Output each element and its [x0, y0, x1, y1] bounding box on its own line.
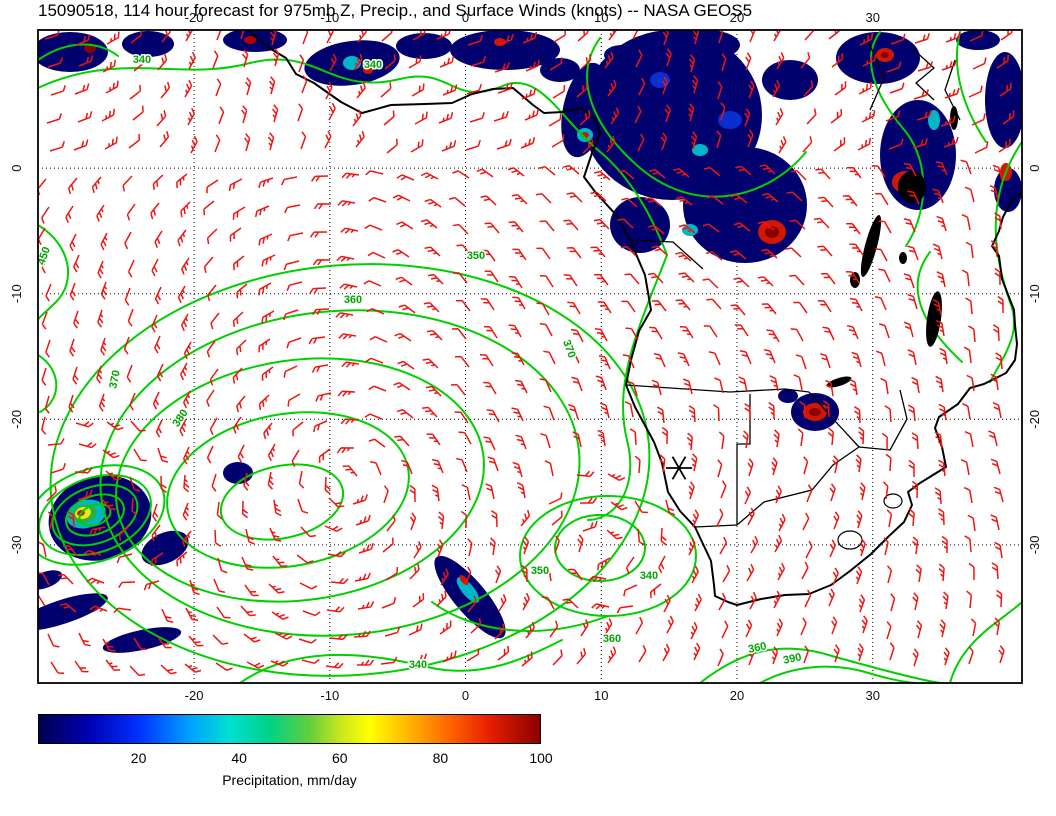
- country-border: [629, 239, 704, 270]
- contour-label: 360: [747, 640, 767, 656]
- contour-label: 350: [531, 565, 549, 577]
- location-marker: [666, 456, 692, 480]
- contour-label: 370: [560, 338, 578, 359]
- axis-tick-label: -20: [1027, 410, 1042, 429]
- axis-tick-label: 10: [594, 10, 608, 25]
- axis-tick-label: -20: [185, 688, 204, 703]
- axis-tick-label: 0: [9, 165, 24, 172]
- contour-label: 360: [603, 633, 621, 645]
- country-border: [694, 524, 738, 528]
- axis-tick-label: -30: [1027, 535, 1042, 554]
- colorbar-gradient: [38, 714, 541, 744]
- coastlines-and-borders: [247, 30, 1022, 606]
- precipitation-shading: [38, 30, 1022, 653]
- map-frame: [37, 29, 1023, 684]
- height-contours: [38, 31, 1022, 683]
- colorbar-tick-label: 80: [432, 750, 449, 766]
- axis-tick-label: 20: [730, 10, 744, 25]
- country-border: [736, 394, 751, 525]
- axis-tick-label: 0: [462, 688, 469, 703]
- contour-label: 340: [133, 54, 151, 66]
- country-border: [858, 389, 908, 451]
- country-border: [865, 35, 885, 111]
- axis-tick-label: -30: [9, 535, 24, 554]
- country-border: [736, 446, 860, 526]
- chart-title: 15090518, 114 hour forecast for 975mb Z,…: [38, 1, 753, 20]
- lake: [850, 272, 860, 288]
- contour-label: 360: [344, 294, 362, 306]
- axis-tick-label: 20: [730, 688, 744, 703]
- lake: [826, 376, 852, 388]
- axis-tick-label: 30: [865, 10, 879, 25]
- lake: [898, 171, 926, 203]
- axis-labels: -20 -20 -10 -10 0 0 10 10 20 20 30 30 0 0 -10 -10 -20 -20…: [9, 10, 1042, 703]
- contour-label: 380: [170, 407, 190, 429]
- coastline: [247, 30, 1022, 606]
- contour-label: 340: [409, 659, 427, 671]
- contour-label: 340: [640, 570, 658, 582]
- colorbar-label: Precipitation, mm/day: [222, 772, 357, 788]
- lake: [926, 291, 942, 347]
- country-border: [625, 384, 810, 393]
- country-border: [808, 391, 860, 448]
- axis-tick-label: 0: [462, 10, 469, 25]
- contour-label: 350: [467, 250, 485, 262]
- colorbar-tick-label: 100: [529, 750, 553, 766]
- axis-tick-label: -10: [9, 284, 24, 303]
- colorbar-tick-label: 60: [332, 750, 348, 766]
- axis-tick-label: -20: [185, 10, 204, 25]
- axis-tick-label: -20: [9, 410, 24, 429]
- colorbar-tick-label: 40: [231, 750, 247, 766]
- axis-tick-label: 10: [594, 688, 608, 703]
- contour-label: 390: [782, 651, 802, 667]
- colorbar-tick-label: 20: [130, 750, 147, 766]
- wind-barbs: [38, 30, 1015, 677]
- contour-label: 340: [364, 59, 382, 71]
- contour-label: 370: [107, 369, 123, 389]
- lake: [899, 252, 907, 264]
- axis-tick-label: -10: [320, 10, 339, 25]
- axis-tick-label: -10: [320, 688, 339, 703]
- lake: [860, 215, 882, 277]
- axis-tick-label: 0: [1027, 165, 1042, 172]
- colorbar: 20 40 60 80 100 Precipitation, mm/day: [0, 714, 1056, 814]
- country-border: [912, 48, 935, 101]
- axis-tick-label: -10: [1027, 284, 1042, 303]
- axis-tick-label: 30: [865, 688, 879, 703]
